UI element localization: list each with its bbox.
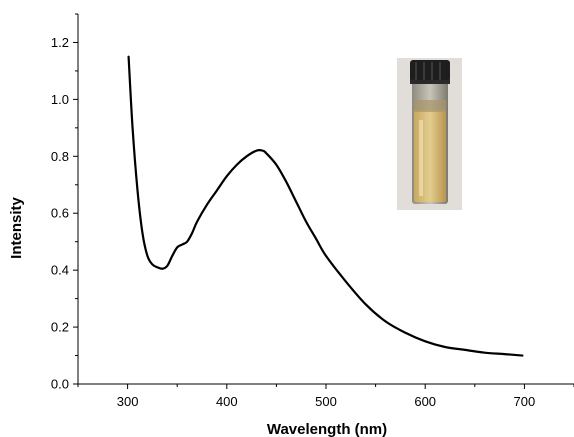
y-tick-label: 0.8	[51, 149, 69, 164]
x-axis-title: Wavelength (nm)	[267, 421, 387, 437]
spectrum-line	[127, 55, 524, 357]
y-tick-label: 1.0	[51, 92, 69, 107]
y-axis-title: Intensity	[8, 197, 25, 259]
y-tick-label: 1.2	[51, 35, 69, 50]
x-tick-label: 600	[414, 394, 436, 409]
x-tick-label: 500	[315, 394, 337, 409]
y-tick-label: 0.4	[51, 263, 69, 278]
y-tick-label: 0.6	[51, 206, 69, 221]
x-tick-label: 700	[514, 394, 536, 409]
y-tick-label: 0.0	[51, 377, 69, 392]
series-layer	[127, 55, 524, 357]
vial-photo-icon	[397, 58, 462, 210]
x-axis: 300 400 500 600 700	[77, 383, 574, 409]
y-axis: 0.0 0.2 0.4 0.6 0.8 1.0 1.2	[51, 13, 79, 392]
x-tick-label: 300	[117, 394, 139, 409]
x-tick-label: 400	[216, 394, 238, 409]
y-tick-label: 0.2	[51, 320, 69, 335]
